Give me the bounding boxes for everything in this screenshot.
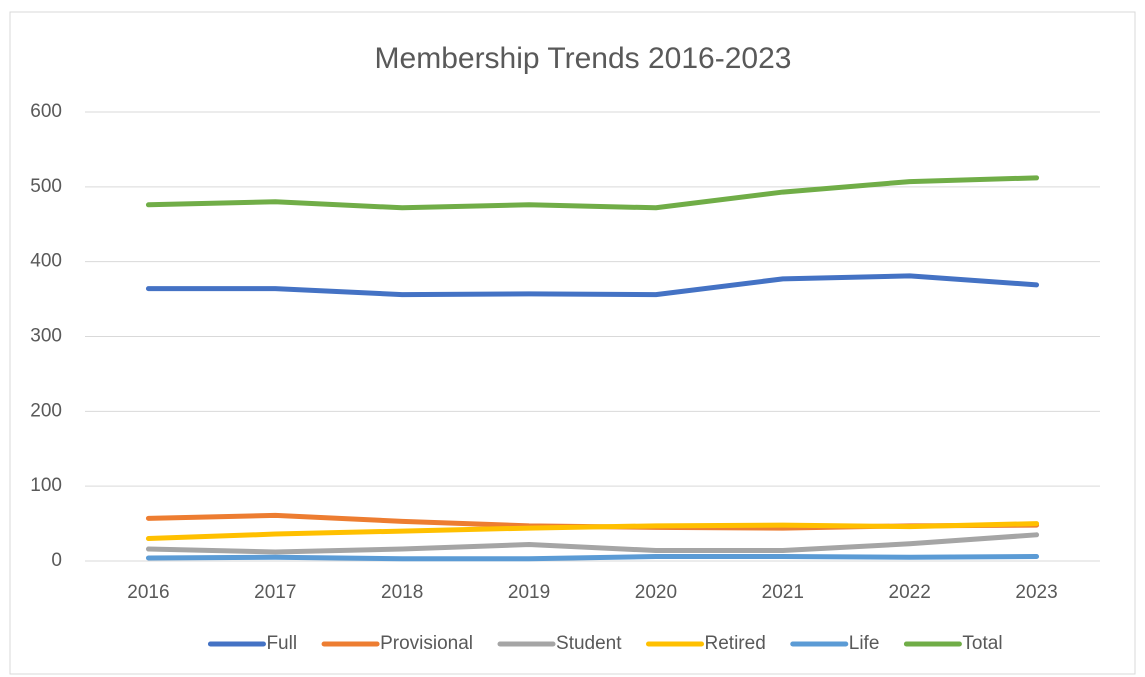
series-line: [145, 273, 1040, 298]
x-tick-label: 2022: [889, 582, 931, 603]
y-tick-label: 200: [30, 400, 62, 421]
y-tick-label: 400: [30, 251, 62, 272]
series-line: [145, 532, 1040, 555]
chart-title: Membership Trends 2016-2023: [375, 42, 792, 75]
series-line: [145, 521, 1040, 542]
chart-border: [9, 11, 1136, 675]
x-tick-label: 2020: [635, 582, 677, 603]
legend-label: Student: [556, 633, 622, 654]
y-tick-label: 100: [30, 475, 62, 496]
y-tick-label: 500: [30, 176, 62, 197]
y-tick-label: 0: [51, 550, 62, 571]
legend-label: Full: [266, 633, 297, 654]
y-tick-label: 600: [30, 101, 62, 122]
x-tick-label: 2017: [254, 582, 296, 603]
legend-label: Total: [962, 633, 1002, 654]
x-tick-label: 2021: [762, 582, 804, 603]
y-tick-label: 300: [30, 326, 62, 347]
x-tick-label: 2023: [1015, 582, 1057, 603]
legend-label: Retired: [705, 633, 766, 654]
x-tick-label: 2019: [508, 582, 550, 603]
x-tick-label: 2016: [127, 582, 169, 603]
series-line: [145, 175, 1040, 211]
series-line: [145, 554, 1040, 562]
legend-label: Provisional: [380, 633, 473, 654]
x-tick-label: 2018: [381, 582, 423, 603]
legend-label: Life: [849, 633, 880, 654]
